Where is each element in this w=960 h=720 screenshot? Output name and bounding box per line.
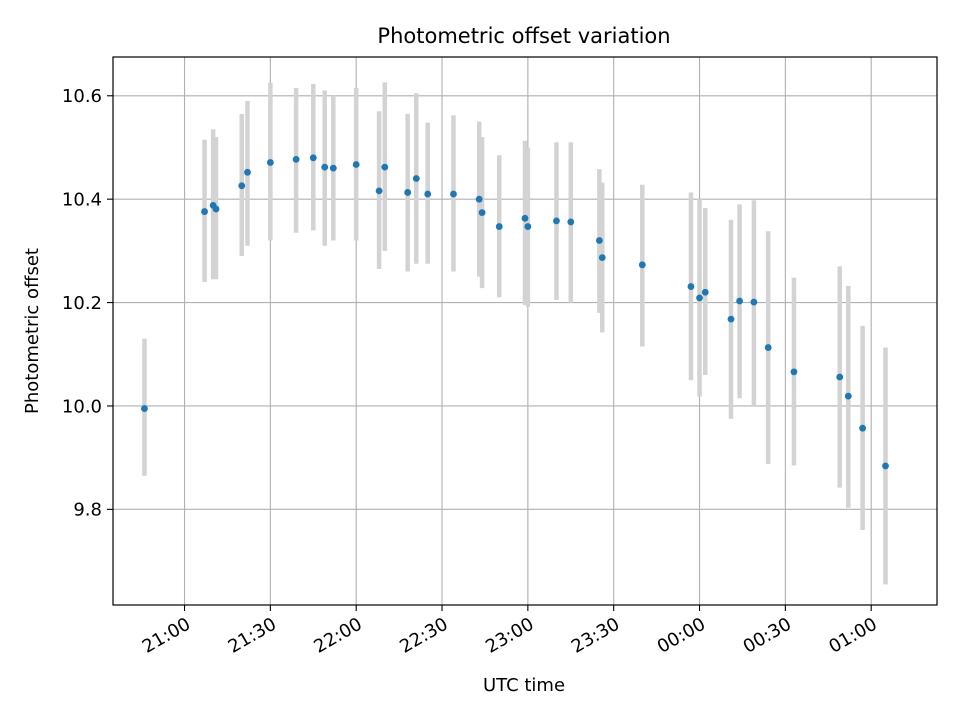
- data-point: [292, 155, 300, 163]
- data-point: [475, 195, 483, 203]
- data-point: [687, 283, 695, 290]
- data-point: [727, 315, 735, 323]
- data-point: [141, 405, 148, 412]
- data-point: [521, 214, 529, 222]
- data-point: [524, 223, 532, 230]
- data-point: [412, 175, 420, 182]
- data-point: [478, 209, 486, 217]
- x-axis-title: UTC time: [483, 675, 565, 696]
- data-point: [790, 368, 798, 376]
- data-point: [736, 297, 743, 305]
- data-point: [764, 344, 772, 351]
- y-tick-label: 10.4: [62, 189, 102, 210]
- data-point: [701, 288, 709, 296]
- data-point: [212, 205, 220, 213]
- data-point: [859, 424, 867, 432]
- data-point: [329, 164, 337, 172]
- data-point: [424, 190, 432, 198]
- data-point: [567, 218, 575, 226]
- data-point: [495, 223, 503, 230]
- data-point: [450, 190, 457, 198]
- y-tick-label: 10.0: [62, 396, 102, 417]
- data-point: [244, 168, 251, 176]
- data-point: [750, 298, 758, 306]
- y-tick-label: 10.2: [62, 293, 102, 314]
- y-tick-label: 10.6: [62, 86, 102, 107]
- chart-title: Photometric offset variation: [377, 24, 670, 48]
- data-point: [238, 182, 246, 190]
- data-point: [595, 237, 603, 244]
- data-point: [696, 294, 703, 302]
- data-point: [375, 187, 383, 195]
- data-point: [352, 161, 360, 168]
- data-point: [266, 159, 274, 166]
- data-point: [836, 373, 844, 381]
- y-axis-title: Photometric offset: [22, 248, 43, 414]
- y-tick-label: 9.8: [73, 500, 102, 521]
- data-point: [553, 217, 560, 225]
- data-point: [598, 254, 606, 261]
- data-point: [882, 462, 889, 470]
- data-point: [638, 261, 646, 269]
- data-point: [844, 392, 852, 400]
- data-point: [404, 189, 412, 196]
- data-point: [309, 154, 317, 162]
- data-point: [381, 163, 389, 171]
- plot-frame: [112, 56, 938, 606]
- data-points: [141, 154, 889, 470]
- data-point: [201, 208, 208, 215]
- data-point: [321, 163, 329, 171]
